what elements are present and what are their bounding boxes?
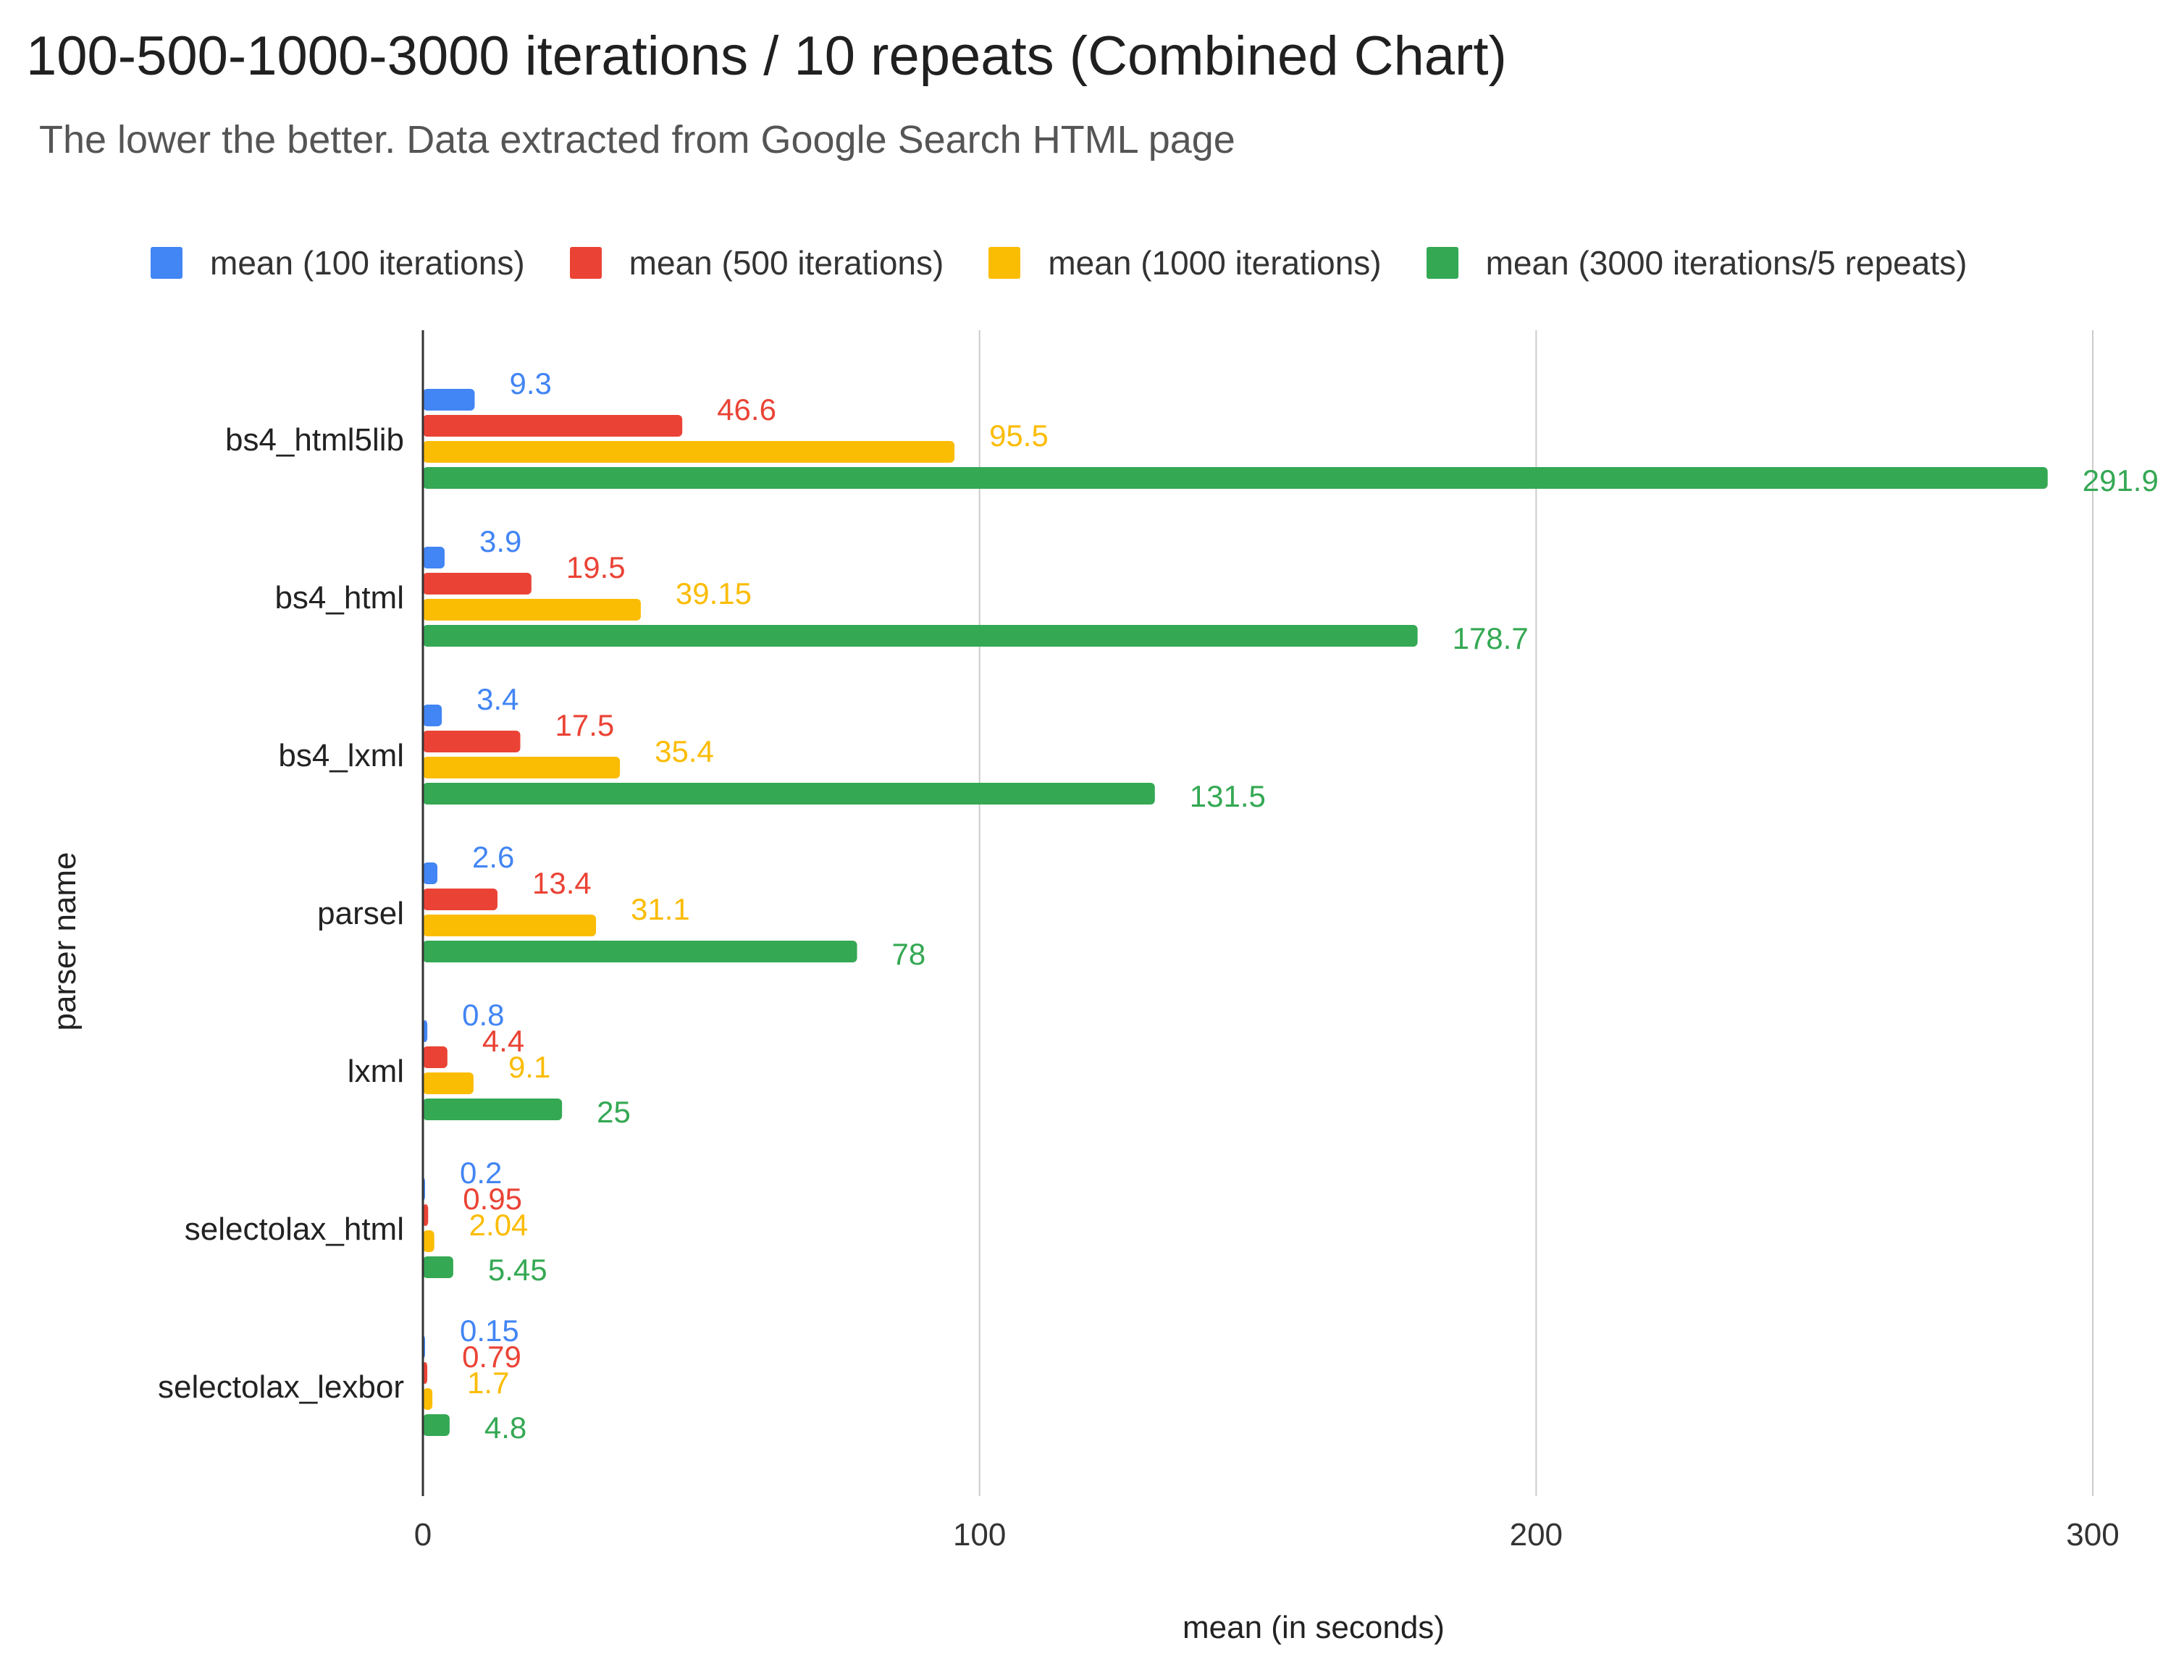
data-label-selectolax-html-s0: 0.2 (460, 1156, 502, 1190)
chart-legend: mean (100 iterations) mean (500 iteratio… (151, 243, 2012, 282)
bar-bs4-html-s3 (423, 625, 1418, 647)
bar-parsel-s3 (423, 941, 857, 962)
bar-bs4-lxml-s1 (423, 731, 521, 752)
legend-item-3000[interactable]: mean (3000 iterations/5 repeats) (1426, 243, 1967, 282)
category-label-lxml: lxml (348, 1054, 404, 1089)
bar-parsel-s0 (423, 862, 437, 884)
x-tick-label-100: 100 (953, 1517, 1006, 1553)
x-tick-label-0: 0 (414, 1517, 432, 1553)
x-axis-title: mean (in seconds) (1183, 1610, 1445, 1645)
x-tick-label-300: 300 (2066, 1517, 2119, 1553)
data-label-selectolax-lexbor-s1: 0.79 (462, 1340, 521, 1374)
bar-bs4-html5lib-s3 (423, 467, 2048, 489)
axes: 0 100 200 300 bs4_html5lib bs4_html bs4_lxmlpa… (158, 330, 2120, 1553)
bar-lxml-s0 (423, 1020, 428, 1042)
category-label-bs4-html5lib: bs4_html5lib (225, 422, 404, 458)
data-label-selectolax-html-s3: 5.45 (488, 1253, 547, 1287)
legend-swatch-3000 (1426, 247, 1458, 279)
bar-lxml-s1 (423, 1046, 448, 1068)
data-label-bs4-lxml-s1: 17.5 (555, 708, 615, 742)
gridlines (978, 330, 2093, 1496)
legend-swatch-1000 (988, 247, 1021, 279)
data-label-parsel-s3: 78 (892, 937, 926, 971)
bar-selectolax-lexbor-s1 (423, 1362, 428, 1384)
legend-label-3000: mean (3000 iterations/5 repeats) (1485, 244, 1967, 282)
bar-selectolax-html-s2 (423, 1230, 434, 1252)
legend-label-500: mean (500 iterations) (629, 244, 944, 282)
category-label-parsel: parsel (317, 896, 404, 931)
bars (423, 389, 2048, 1436)
data-label-selectolax-lexbor-s0: 0.15 (460, 1314, 519, 1348)
bar-parsel-s2 (423, 915, 597, 936)
bar-bs4-html5lib-s1 (423, 415, 683, 437)
legend-label-100: mean (100 iterations) (210, 244, 525, 282)
bar-bs4-html5lib-s2 (423, 441, 955, 463)
category-label-bs4-lxml: bs4_lxml (278, 738, 404, 773)
bar-selectolax-html-s3 (423, 1256, 453, 1278)
data-label-bs4-html5lib-s0: 9.3 (509, 366, 551, 400)
data-label-lxml-s3: 25 (597, 1095, 631, 1129)
data-label-bs4-html-s2: 39.15 (676, 576, 752, 610)
bar-bs4-lxml-s0 (423, 705, 442, 726)
category-label-selectolax-html: selectolax_html (185, 1211, 404, 1247)
x-tick-label-200: 200 (1510, 1517, 1563, 1553)
bar-lxml-s2 (423, 1072, 474, 1094)
data-label-bs4-html5lib-s1: 46.6 (717, 392, 776, 427)
data-label-bs4-html5lib-s3: 291.9 (2083, 463, 2159, 497)
data-label-parsel-s1: 13.4 (532, 866, 592, 900)
data-label-parsel-s2: 31.1 (631, 892, 690, 926)
data-label-lxml-s0: 0.8 (462, 998, 504, 1032)
legend-label-1000: mean (1000 iterations) (1048, 244, 1382, 282)
data-label-bs4-html-s3: 178.7 (1453, 621, 1529, 655)
bar-bs4-html-s1 (423, 573, 532, 595)
data-label-bs4-html-s1: 19.5 (566, 550, 626, 584)
bar-selectolax-html-s1 (423, 1204, 429, 1226)
bar-bs4-html-s2 (423, 599, 641, 621)
data-label-selectolax-lexbor-s2: 1.7 (467, 1366, 509, 1400)
data-label-bs4-html-s0: 3.9 (479, 524, 521, 558)
bar-parsel-s1 (423, 889, 498, 910)
legend-swatch-500 (569, 247, 602, 279)
data-label-lxml-s2: 9.1 (508, 1050, 550, 1084)
y-axis-title: parser name (47, 852, 83, 1030)
legend-item-1000[interactable]: mean (1000 iterations) (988, 243, 1382, 282)
category-label-bs4-html: bs4_html (274, 580, 404, 616)
legend-item-500[interactable]: mean (500 iterations) (569, 243, 944, 282)
data-label-bs4-html5lib-s2: 95.5 (989, 419, 1049, 453)
data-label-bs4-lxml-s0: 3.4 (476, 682, 518, 716)
bar-selectolax-lexbor-s2 (423, 1388, 433, 1410)
data-label-bs4-lxml-s2: 35.4 (655, 734, 714, 768)
data-label-parsel-s0: 2.6 (472, 840, 514, 874)
bar-lxml-s3 (423, 1099, 563, 1120)
bar-bs4-lxml-s2 (423, 757, 621, 778)
data-labels: 9.3 46.6 95.5 291.9 3.9 19.5 39.15 178.7 3.4 17.5… (460, 366, 2159, 1445)
data-label-selectolax-lexbor-s3: 4.8 (484, 1411, 526, 1445)
legend-item-100[interactable]: mean (100 iterations) (151, 243, 525, 282)
data-label-selectolax-html-s2: 2.04 (469, 1208, 529, 1242)
bar-bs4-lxml-s3 (423, 783, 1155, 805)
category-label-selectolax-lexbor: selectolax_lexbor (158, 1369, 404, 1405)
data-label-selectolax-html-s1: 0.95 (463, 1182, 522, 1216)
chart-title: 100-500-1000-3000 iterations / 10 repeat… (26, 25, 1507, 87)
bar-bs4-html5lib-s0 (423, 389, 475, 411)
bar-bs4-html-s0 (423, 547, 445, 568)
chart-subtitle: The lower the better. Data extracted fro… (39, 118, 1235, 161)
bar-selectolax-lexbor-s3 (423, 1414, 450, 1436)
legend-swatch-100 (151, 247, 182, 279)
data-label-bs4-lxml-s3: 131.5 (1190, 779, 1266, 813)
data-label-lxml-s1: 4.4 (482, 1024, 524, 1058)
